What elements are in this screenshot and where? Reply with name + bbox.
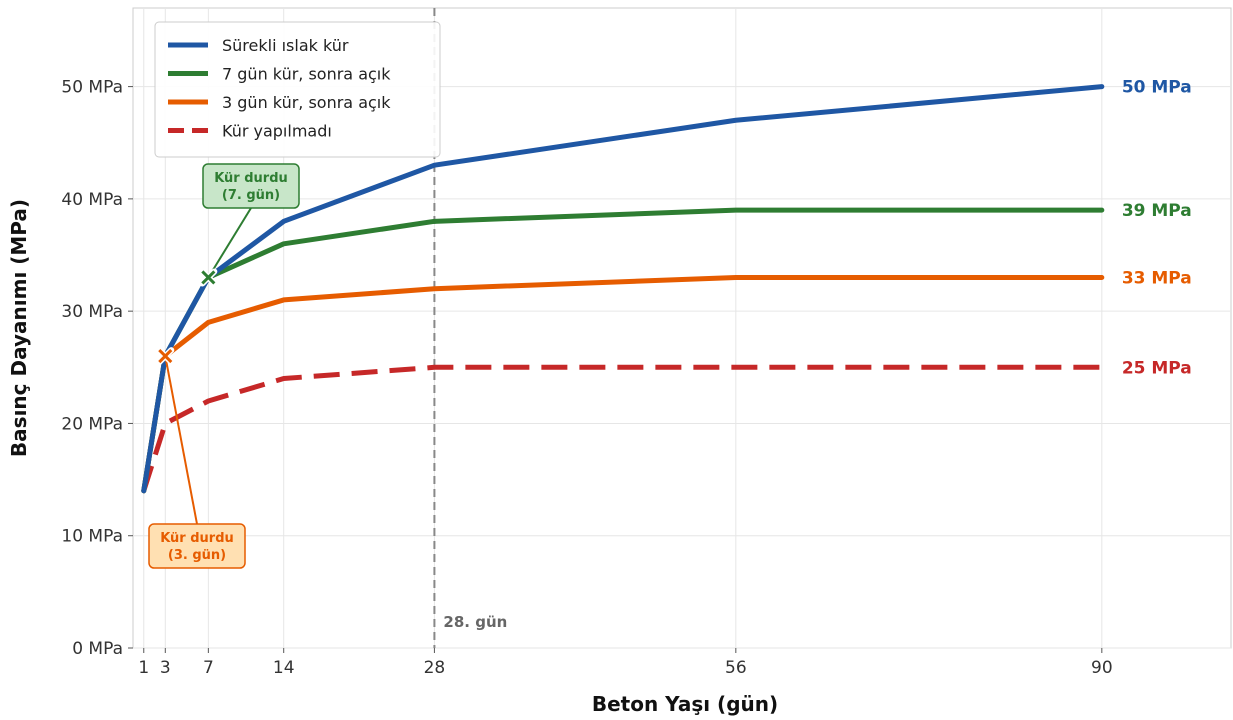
data-point (432, 163, 436, 167)
legend-label-3: 3 gün kür, sonra açık (222, 93, 391, 112)
data-point (206, 320, 210, 324)
data-point (142, 489, 146, 493)
annotations-layer: Kür durdu (7. gün) Kür durdu (3. gün) (148, 163, 300, 569)
marker-x (201, 270, 216, 285)
y-tick-label: 20 MPa (61, 414, 123, 434)
x-tick-label: 1 (138, 658, 149, 678)
series-line-4 (141, 364, 1102, 492)
data-point (432, 287, 436, 291)
annotation-text: (3. gün) (168, 548, 226, 563)
data-point (282, 298, 286, 302)
legend-label-4: Kür yapılmadı (222, 122, 332, 141)
annotation-text: Kür durdu (214, 171, 288, 186)
marker-x (158, 349, 173, 364)
x-tick-label: 56 (725, 658, 747, 678)
end-labels-layer: 50 MPa 39 MPa 33 MPa 25 MPa (1122, 78, 1192, 379)
legend-box (154, 21, 441, 158)
end-label-1: 50 MPa (1122, 78, 1192, 98)
annotation-text: (7. gün) (222, 188, 280, 203)
legend-label-1: Sürekli ıslak kür (222, 36, 349, 55)
data-point (734, 208, 738, 212)
data-point (282, 377, 286, 381)
annotation-arrow (207, 207, 252, 278)
data-point (282, 219, 286, 223)
y-tick-label: 30 MPa (61, 302, 123, 322)
x-tick-label: 90 (1091, 658, 1113, 678)
x-tick-label: 3 (160, 658, 171, 678)
reference-line-label: 28. gün (443, 613, 507, 631)
annotation-text: Kür durdu (160, 531, 234, 546)
y-tick-label: 0 MPa (72, 639, 123, 659)
x-tick-label: 7 (203, 658, 214, 678)
x-axis-title: Beton Yaşı (gün) (592, 692, 778, 716)
data-point (734, 118, 738, 122)
data-point (282, 242, 286, 246)
legend: Sürekli ıslak kür 7 gün kür, sonra açık 3 … (154, 21, 441, 158)
annotation-box (148, 523, 246, 569)
y-tick-label: 10 MPa (61, 527, 123, 547)
end-label-3: 33 MPa (1122, 268, 1192, 288)
ticks-layer: 1 3 7 14 28 56 90 0 MPa 10 MPa 20 MPa 30 MPa 40 MPa… (61, 78, 1112, 678)
end-label-2: 39 MPa (1122, 201, 1192, 221)
data-point (432, 219, 436, 223)
legend-label-2: 7 gün kür, sonra açık (222, 65, 391, 84)
data-point (163, 421, 167, 425)
end-label-4: 25 MPa (1122, 358, 1192, 378)
data-point (1100, 85, 1104, 89)
data-point (432, 365, 436, 369)
data-point (1100, 275, 1104, 279)
data-point (1100, 208, 1104, 212)
data-point (734, 365, 738, 369)
annotation-box (202, 163, 300, 209)
data-point (206, 399, 210, 403)
y-tick-label: 40 MPa (61, 190, 123, 210)
y-axis-title: Basınç Dayanımı (MPa) (7, 199, 31, 457)
x-tick-label: 14 (273, 658, 295, 678)
x-tick-label: 28 (424, 658, 446, 678)
annotation-arrow (164, 355, 198, 525)
y-tick-label: 50 MPa (61, 78, 123, 98)
data-point (1100, 365, 1104, 369)
data-point (734, 275, 738, 279)
